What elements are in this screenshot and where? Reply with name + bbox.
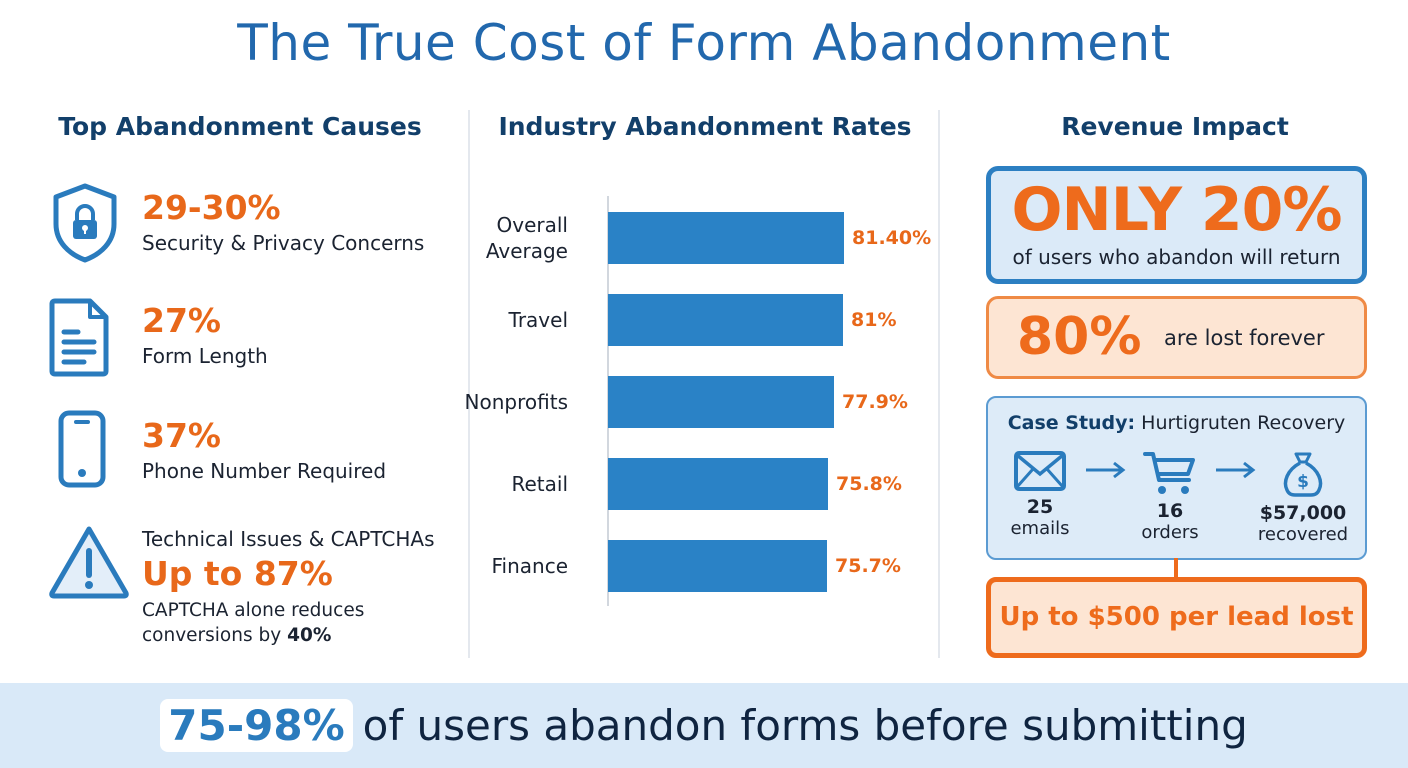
envelope-icon [1014, 451, 1066, 491]
bar-value-label: 81.40% [852, 227, 932, 249]
cause-security: 29-30% Security & Privacy Concerns [40, 180, 460, 270]
return-rate-card: ONLY 20% of users who abandon will retur… [986, 166, 1367, 284]
footer-text: of users abandon forms before submitting [362, 701, 1248, 750]
cause-value: 27% [142, 301, 221, 340]
cause-label: Technical Issues & CAPTCHAs [142, 527, 435, 551]
bar-category-label: Retail [511, 472, 568, 496]
lost-rate-card: 80% are lost forever [986, 296, 1367, 379]
causes-heading: Top Abandonment Causes [58, 112, 422, 141]
money-bag-icon: $ [1283, 452, 1323, 497]
cause-value: 37% [142, 416, 221, 455]
cause-technical-issues: Technical Issues & CAPTCHAs Up to 87% CA… [40, 525, 460, 655]
warning-icon [49, 526, 129, 599]
case-step-recovered: $ $57,000 recovered [1248, 450, 1358, 545]
footer-banner: 75-98% of users abandon forms before sub… [0, 683, 1408, 768]
bar [608, 458, 828, 510]
bar-value-label: 75.8% [836, 473, 902, 495]
bar-category-label: Travel [508, 308, 568, 332]
case-step-emails: 25 emails [985, 450, 1095, 539]
cause-form-length: 27% Form Length [40, 293, 460, 383]
bar-category-label: Overall Average [485, 213, 568, 263]
bar-row: Nonprofits 77.9% [465, 376, 940, 428]
shopping-cart-icon [1143, 452, 1195, 494]
page-title: The True Cost of Form Abandonment [237, 14, 1171, 72]
lead-loss-card: Up to $500 per lead lost [986, 577, 1367, 658]
return-rate-value: ONLY 20% [1011, 175, 1342, 245]
shield-lock-icon [53, 183, 117, 263]
bar [608, 376, 834, 428]
cause-value: 29-30% [142, 188, 281, 227]
svg-text:$: $ [1297, 472, 1309, 492]
bar [608, 294, 843, 346]
revenue-impact-heading: Revenue Impact [1061, 112, 1289, 141]
cause-label: Security & Privacy Concerns [142, 231, 425, 255]
bar-row: Retail 75.8% [470, 458, 940, 510]
lost-rate-value: 80% [1017, 307, 1142, 367]
bar-value-label: 81% [851, 309, 897, 331]
cause-label: Phone Number Required [142, 459, 387, 483]
column-divider [468, 110, 470, 658]
bar-category-label: Nonprofits [464, 390, 568, 414]
arrow-right-icon [1216, 461, 1256, 479]
bar-value-label: 75.7% [835, 555, 901, 577]
cause-label: Form Length [142, 344, 268, 368]
bar [608, 540, 827, 592]
arrow-right-icon [1086, 461, 1126, 479]
return-rate-caption: of users who abandon will return [1012, 245, 1341, 269]
cause-value: Up to 87% [142, 554, 333, 593]
captcha-note-value: 40% [287, 625, 332, 646]
bar-row: Travel 81% [470, 294, 940, 346]
bar-row: Overall Average 81.40% [470, 212, 940, 264]
captcha-note: CAPTCHA alone reduces conversions by 40% [142, 600, 365, 646]
lost-rate-caption: are lost forever [1164, 326, 1325, 350]
column-divider [938, 110, 940, 658]
bar-category-label: Finance [491, 554, 568, 578]
bar-row: Finance 75.7% [470, 540, 940, 592]
bar-value-label: 77.9% [842, 391, 908, 413]
case-study-title: Case Study: Hurtigruten Recovery [1007, 412, 1346, 434]
lead-loss-text: Up to $500 per lead lost [999, 602, 1354, 632]
industry-rates-heading: Industry Abandonment Rates [498, 112, 912, 141]
document-icon [49, 298, 109, 377]
case-study-card: Case Study: Hurtigruten Recovery 25 emai… [986, 396, 1367, 560]
phone-icon [58, 410, 106, 488]
case-step-orders: 16 orders [1115, 450, 1225, 543]
footer-highlight: 75-98% [160, 699, 353, 752]
bar [608, 212, 844, 264]
cause-phone-required: 37% Phone Number Required [40, 408, 460, 498]
